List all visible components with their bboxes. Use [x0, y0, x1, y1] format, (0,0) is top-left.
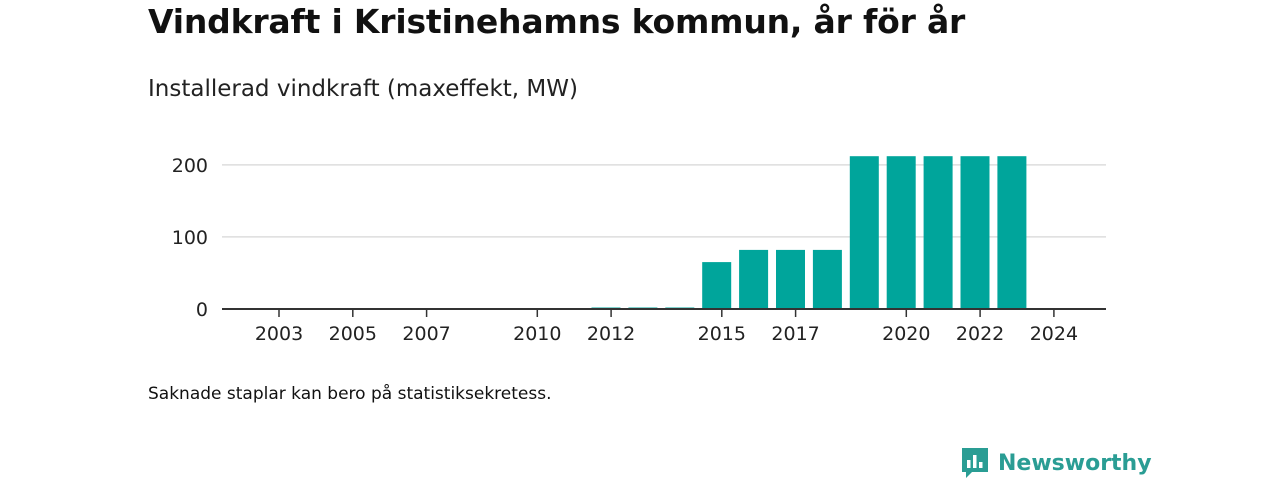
bar-2020	[849, 156, 879, 309]
chart-subtitle: Installerad vindkraft (maxeffekt, MW)	[148, 76, 578, 102]
bar-2019	[812, 249, 842, 309]
bar-chart: 0 100 200 2003 2005 2007 2010 2012 2015 2017 2020 2…	[172, 155, 1106, 345]
bar-2022	[923, 156, 953, 309]
x-tick-label-2020: 2020	[882, 323, 930, 345]
bar-2016	[702, 262, 732, 309]
newsworthy-logo[interactable]: Newsworthy	[960, 446, 1152, 480]
newsworthy-logo-icon	[962, 448, 988, 478]
x-tick-label-2005: 2005	[329, 323, 377, 345]
x-tick-label-2022: 2022	[956, 323, 1004, 345]
x-tick-label-2012: 2012	[587, 323, 635, 345]
x-tick-label-2015: 2015	[698, 323, 746, 345]
y-tick-label: 0	[196, 299, 208, 321]
bar-2023	[960, 156, 990, 309]
y-tick-label: 100	[172, 227, 208, 249]
grid-lines	[222, 164, 1106, 238]
x-tick-label-2007: 2007	[402, 323, 450, 345]
x-tick-label-2010: 2010	[513, 323, 561, 345]
tick-labels: 0 100 200 2003 2005 2007 2010 2012 2015 2017 2020 2…	[172, 155, 1078, 345]
x-tick-label-2017: 2017	[771, 323, 819, 345]
y-tick-label: 200	[172, 155, 208, 177]
bars	[591, 156, 1027, 309]
brand-name: Newsworthy	[998, 450, 1152, 476]
footnote: Saknade staplar kan bero på statistiksek…	[148, 384, 552, 404]
bar-2017	[739, 249, 769, 309]
bar-2018	[776, 249, 805, 309]
x-tick-label-2024: 2024	[1030, 323, 1078, 345]
bar-2024	[997, 156, 1027, 309]
chart-title: Vindkraft i Kristinehamns kommun, år för…	[148, 2, 966, 41]
x-tick-label-2003: 2003	[255, 323, 303, 345]
axes	[222, 308, 1106, 317]
bar-2021	[886, 156, 916, 309]
